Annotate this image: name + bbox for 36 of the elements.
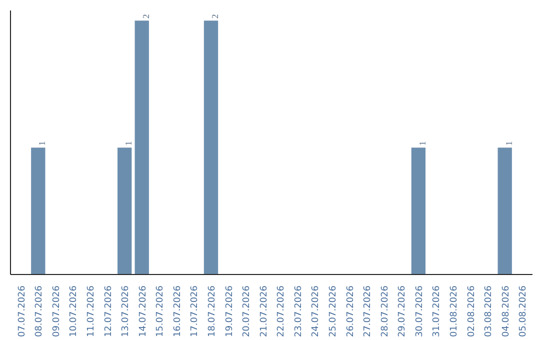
data-label: 1 bbox=[37, 141, 48, 146]
x-tick-label: 31.07.2026 bbox=[432, 285, 442, 338]
x-tick-label: 11.07.2026 bbox=[86, 285, 97, 338]
data-label: 1 bbox=[417, 141, 428, 146]
x-tick-label: 14.07.2026 bbox=[138, 285, 148, 338]
x-tick-label: 22.07.2026 bbox=[276, 285, 287, 338]
x-tick-label: 17.07.2026 bbox=[190, 285, 200, 338]
x-tick-label: 02.08.2026 bbox=[466, 285, 477, 338]
x-tick-label: 16.07.2026 bbox=[172, 285, 183, 338]
x-tick-label: 21.07.2026 bbox=[259, 285, 270, 338]
data-label: 2 bbox=[140, 14, 151, 19]
x-tick-label: 04.08.2026 bbox=[501, 285, 512, 338]
x-tick-label: 26.07.2026 bbox=[346, 285, 356, 338]
x-tick-label: 13.07.2026 bbox=[121, 285, 132, 338]
x-tick-label: 09.07.2026 bbox=[52, 285, 62, 338]
x-tick-label: 15.07.2026 bbox=[156, 285, 166, 338]
x-tick-label: 05.08.2026 bbox=[518, 285, 529, 338]
data-label: 1 bbox=[124, 141, 134, 146]
x-tick-label: 29.07.2026 bbox=[398, 285, 408, 338]
x-tick-label: 28.07.2026 bbox=[380, 285, 390, 338]
x-tick-label: 30.07.2026 bbox=[414, 285, 425, 338]
x-tick-label: 10.07.2026 bbox=[69, 285, 80, 338]
x-tick-label: 23.07.2026 bbox=[294, 285, 304, 338]
x-tick-label: 24.07.2026 bbox=[311, 285, 322, 338]
x-tick-label: 01.08.2026 bbox=[449, 285, 460, 338]
x-tick-label: 18.07.2026 bbox=[208, 285, 218, 338]
x-tick-label: 12.07.2026 bbox=[104, 285, 114, 338]
x-tick-label: 03.08.2026 bbox=[484, 285, 494, 338]
data-label: 1 bbox=[504, 141, 514, 146]
x-tick-label: 20.07.2026 bbox=[242, 285, 252, 338]
x-tick-label: 25.07.2026 bbox=[328, 285, 338, 338]
x-tick-label: 19.07.2026 bbox=[224, 285, 235, 338]
data-label: 2 bbox=[210, 14, 220, 19]
x-tick-label: 07.07.2026 bbox=[17, 285, 28, 338]
x-tick-label: 27.07.2026 bbox=[363, 285, 374, 338]
x-tick-label: 08.07.2026 bbox=[34, 285, 45, 338]
